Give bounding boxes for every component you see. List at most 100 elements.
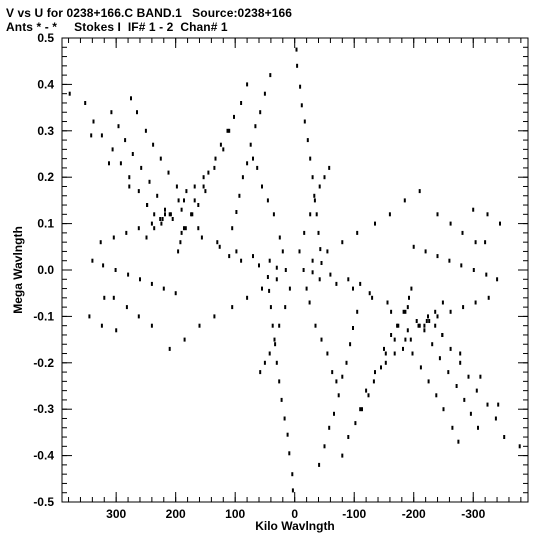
uv-point xyxy=(388,212,391,217)
uv-point xyxy=(261,286,263,291)
y-tick-label: -0.4 xyxy=(33,449,54,463)
uv-point xyxy=(115,328,118,333)
uv-point xyxy=(228,128,231,133)
uv-point xyxy=(286,432,289,437)
uv-point xyxy=(406,328,409,333)
uv-point xyxy=(161,217,164,221)
uv-point xyxy=(479,374,482,379)
uv-point xyxy=(275,265,278,270)
uv-point xyxy=(368,291,371,296)
uv-point xyxy=(137,189,140,194)
uv-point xyxy=(425,319,428,323)
uv-point xyxy=(235,249,238,254)
uv-point xyxy=(272,212,275,217)
uv-point xyxy=(291,472,294,477)
uv-point xyxy=(200,235,203,240)
uv-point xyxy=(447,370,450,375)
uv-point xyxy=(252,254,254,259)
uv-point xyxy=(191,212,194,217)
uv-point xyxy=(278,379,281,384)
uv-point xyxy=(354,421,357,426)
uv-point xyxy=(125,305,128,310)
y-tick-label: 0.5 xyxy=(37,31,54,45)
uv-point xyxy=(309,212,312,217)
uv-point xyxy=(235,210,238,214)
uv-point xyxy=(313,198,316,203)
y-axis-label: Mega Wavlngth xyxy=(11,226,25,314)
uv-point xyxy=(298,249,301,254)
uv-point xyxy=(308,300,311,305)
uv-point xyxy=(273,337,276,342)
uv-point xyxy=(246,161,249,166)
uv-point xyxy=(315,212,318,217)
uv-point xyxy=(102,263,105,268)
uv-point xyxy=(204,189,207,194)
uv-point xyxy=(313,193,316,198)
uv-point xyxy=(228,254,231,259)
uv-point xyxy=(119,161,122,166)
uv-point xyxy=(175,184,178,189)
uv-point xyxy=(386,300,389,305)
uv-point xyxy=(463,397,466,402)
x-tick-label: -100 xyxy=(342,507,366,521)
uv-point xyxy=(374,221,376,226)
uv-point xyxy=(179,240,182,245)
uv-point xyxy=(168,346,171,351)
uv-point xyxy=(474,240,477,245)
uv-point xyxy=(164,207,166,212)
uv-point xyxy=(449,346,452,351)
uv-point xyxy=(472,207,475,212)
uv-point xyxy=(487,295,490,300)
uv-point xyxy=(329,272,332,277)
uv-point xyxy=(269,305,272,310)
uv-point xyxy=(436,314,439,319)
uv-point xyxy=(411,351,414,356)
uv-point xyxy=(311,270,314,275)
uv-point xyxy=(91,258,94,263)
uv-point xyxy=(393,351,396,356)
y-tick-label: -0.2 xyxy=(33,356,54,370)
uv-point xyxy=(271,323,274,328)
uv-point xyxy=(331,370,334,375)
uv-point xyxy=(202,175,205,180)
uv-point xyxy=(441,300,444,305)
uv-point xyxy=(169,212,172,217)
uv-point xyxy=(117,124,120,129)
uv-point xyxy=(318,184,321,189)
uv-point xyxy=(503,435,506,439)
uv-point xyxy=(99,240,102,245)
uv-point xyxy=(269,73,272,78)
uv-point xyxy=(291,488,294,493)
y-tick-label: 0.3 xyxy=(37,124,54,138)
uv-point xyxy=(130,96,132,101)
uv-point xyxy=(410,286,413,291)
y-axis: 0.5 0.4 0.3 0.2 0.1 0.0 -0.1 -0.2 -0.3 -0.4 -0.5 xyxy=(33,31,528,509)
uv-point xyxy=(409,337,412,342)
uv-point xyxy=(302,268,305,272)
uv-point xyxy=(459,360,462,365)
uv-point xyxy=(84,101,87,105)
uv-point xyxy=(150,323,153,328)
uv-point xyxy=(146,203,149,207)
uv-point xyxy=(427,379,430,384)
uv-point xyxy=(183,198,185,203)
uv-point xyxy=(238,193,241,198)
uv-point xyxy=(137,226,140,231)
uv-point xyxy=(193,198,196,203)
uv-point xyxy=(100,133,103,138)
uv-point xyxy=(275,360,278,365)
data-points xyxy=(68,47,521,493)
uv-point xyxy=(259,370,262,375)
uv-point xyxy=(198,323,201,328)
uv-point xyxy=(266,275,269,279)
uv-point xyxy=(485,272,488,277)
uv-point xyxy=(361,407,363,412)
y-tick-label: 0.2 xyxy=(37,170,54,184)
uv-point xyxy=(306,138,309,143)
uv-point xyxy=(326,351,329,356)
uv-point xyxy=(497,402,500,407)
uv-point xyxy=(448,258,451,263)
uv-point xyxy=(183,226,185,231)
uv-point xyxy=(100,323,103,328)
uv-point xyxy=(241,175,244,180)
